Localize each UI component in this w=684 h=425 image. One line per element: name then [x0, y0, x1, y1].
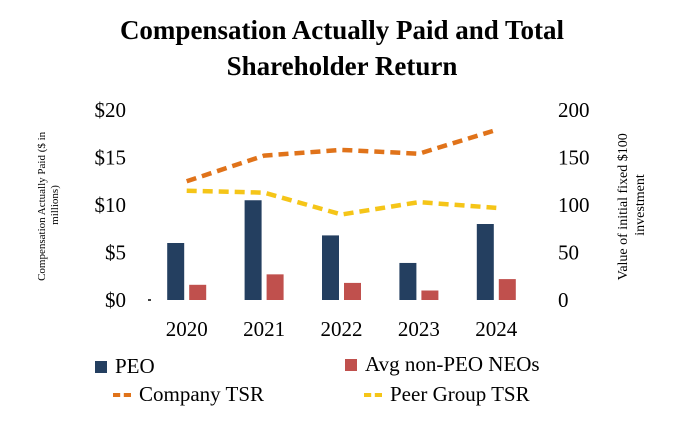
- legend-company-tsr-label: Company TSR: [139, 382, 265, 406]
- legend-peer-group-tsr-swatch: [364, 392, 382, 397]
- bar-avg-non-peo-neos: [421, 290, 439, 300]
- legend-peo-swatch: [95, 360, 107, 373]
- bar-avg-non-peo-neos: [266, 274, 284, 300]
- legend-avg-non-peo-label: Avg non-PEO NEOs: [365, 352, 540, 376]
- right-axis-ticks: 0 50 100 150 200: [558, 98, 590, 312]
- x-axis-ticks: 2020 2021 2022 2023 2024: [166, 317, 518, 341]
- right-axis-label: Value of initial fixed $100 investment: [616, 130, 648, 280]
- bar-avg-non-peo-neos: [344, 282, 361, 300]
- x-tick-label: 2022: [321, 317, 363, 341]
- right-tick-label: 100: [558, 193, 590, 217]
- x-tick-label: 2021: [243, 317, 285, 341]
- legend-peer-group-tsr: Peer Group TSR: [364, 382, 530, 407]
- right-axis-label-line-1: Value of initial fixed $100: [616, 133, 631, 280]
- bars: [167, 200, 516, 300]
- x-tick-label: 2024: [475, 317, 518, 341]
- left-tick-label: $15: [95, 146, 127, 170]
- right-tick-label: 50: [558, 241, 579, 265]
- chart-title: Compensation Actually Paid and Total Sha…: [0, 12, 684, 84]
- left-tick-label: $0: [105, 288, 126, 312]
- legend-company-tsr-swatch: [113, 392, 131, 397]
- left-axis-label-line-1: Compensation Actually Paid ($ in: [36, 131, 48, 281]
- bar-peo: [399, 262, 417, 300]
- left-axis-ticks: $0 $5 $10 $15 $20: [95, 98, 127, 312]
- legend-company-tsr: Company TSR: [113, 382, 264, 407]
- bar-peo: [476, 224, 494, 300]
- legend-peo-label: PEO: [115, 354, 155, 378]
- right-tick-label: 200: [558, 98, 590, 122]
- bar-avg-non-peo-neos: [189, 284, 207, 300]
- chart-title-line-1: Compensation Actually Paid and Total: [119, 15, 565, 45]
- left-tick-label: $5: [105, 241, 126, 265]
- x-tick-label: 2023: [398, 317, 440, 341]
- chart-title-line-2: Shareholder Return: [226, 51, 458, 81]
- tsr-lines: [185, 127, 497, 217]
- bar-peo: [322, 235, 339, 300]
- legend-peo: PEO: [95, 354, 155, 379]
- bar-peo: [167, 243, 185, 300]
- bar-avg-non-peo-neos: [498, 279, 516, 300]
- x-tick-label: 2020: [166, 317, 208, 341]
- left-tick-label: $10: [95, 193, 127, 217]
- right-axis-label-line-2: investment: [633, 174, 648, 236]
- right-tick-label: 0: [558, 288, 569, 312]
- line-company-tsr: [185, 127, 497, 184]
- legend-avg-non-peo-swatch: [345, 358, 357, 371]
- legend-avg-non-peo: Avg non-PEO NEOs: [345, 352, 540, 377]
- left-axis-label: Compensation Actually Paid ($ in million…: [36, 129, 61, 281]
- bar-peo: [244, 200, 262, 300]
- legend-peer-group-tsr-label: Peer Group TSR: [390, 382, 530, 406]
- left-tick-label: $20: [95, 98, 127, 122]
- right-tick-label: 150: [558, 146, 590, 170]
- left-axis-label-line-2: millions): [49, 185, 61, 225]
- line-peer-group-tsr: [186, 188, 497, 217]
